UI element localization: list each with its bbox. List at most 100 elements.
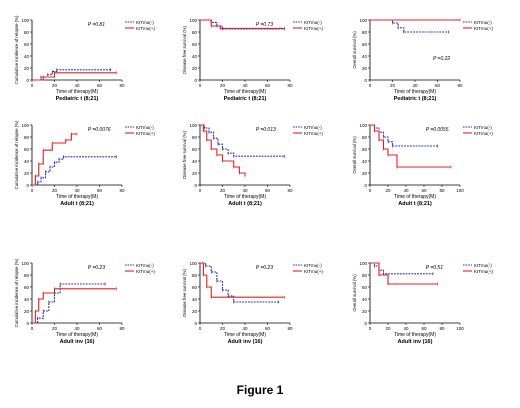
- y-tick-label: 80: [362, 273, 368, 278]
- x-tick-label: 20: [220, 188, 226, 193]
- x-tick-label: 60: [421, 188, 427, 193]
- x-tick-label: 20: [385, 326, 391, 331]
- chart-panel-8: 0 20 40 60 80 100 0 20 40 60 80 Time of therapy(M)A…: [182, 261, 323, 345]
- y-tick-label: 100: [21, 18, 29, 23]
- x-axis-label: Time of therapy(M): [56, 332, 98, 338]
- y-tick-label: 60: [362, 147, 368, 152]
- p-value-label: P =0.0055: [426, 127, 449, 133]
- x-tick-label: 60: [265, 188, 271, 193]
- x-tick-label: 20: [52, 188, 58, 193]
- legend-label: KITmu(+): [136, 26, 155, 31]
- y-tick-label: 60: [192, 42, 198, 47]
- x-tick-label: 20: [385, 188, 391, 193]
- x-tick-label: 40: [74, 188, 80, 193]
- series-line-kitmu-neg: [200, 262, 279, 303]
- x-tick-label: 60: [97, 188, 103, 193]
- legend-label: KITmu(-): [474, 263, 492, 268]
- y-tick-label: 20: [362, 66, 368, 71]
- legend-label: KITmu(-): [304, 20, 322, 25]
- y-tick-label: 40: [362, 297, 368, 302]
- series-line-kitmu-neg: [370, 19, 449, 33]
- series-line-kitmu-pos: [32, 133, 77, 186]
- y-tick-label: 40: [362, 159, 368, 164]
- series-line-kitmu-neg: [32, 69, 111, 81]
- x-tick-label: 100: [456, 326, 464, 331]
- y-tick-label: 0: [364, 78, 367, 83]
- chart-panel-9: 0 20 40 60 80 100 0 20 40 60 80 100 Time of therapy(…: [352, 261, 493, 345]
- legend-label: KITmu(-): [304, 125, 322, 130]
- x-tick-label: 20: [390, 83, 396, 88]
- y-axis-label: Cumulative incidence of relapse (%): [14, 120, 19, 189]
- y-tick-label: 20: [24, 66, 30, 71]
- y-tick-label: 80: [192, 273, 198, 278]
- x-tick-label: 0: [369, 188, 372, 193]
- x-tick-label: 80: [287, 83, 293, 88]
- y-tick-label: 0: [26, 321, 29, 326]
- legend-label: KITmu(-): [136, 263, 154, 268]
- y-tick-label: 40: [24, 159, 30, 164]
- y-tick-label: 0: [26, 183, 29, 188]
- p-value-label: P =0.0076: [88, 127, 111, 133]
- x-axis-label: Time of therapy(M): [394, 89, 436, 95]
- chart-panel-4: 0 20 40 60 80 100 0 20 40 60 80 Time of therapy(M)A…: [14, 120, 155, 207]
- y-tick-label: 40: [24, 54, 30, 59]
- x-tick-label: 40: [242, 83, 248, 88]
- legend-label: KITmu(+): [304, 131, 323, 136]
- panel-subtitle: Pediatric t (8;21): [224, 96, 267, 102]
- x-axis-label: Time of therapy(M): [394, 194, 436, 200]
- y-tick-label: 60: [192, 147, 198, 152]
- panel-subtitle: Adult t (8;21): [398, 201, 432, 207]
- legend-label: KITmu(+): [304, 26, 323, 31]
- x-tick-label: 40: [403, 188, 409, 193]
- y-axis-label: Disease free survival (%): [182, 26, 187, 74]
- y-tick-label: 100: [359, 18, 367, 23]
- y-tick-label: 80: [362, 30, 368, 35]
- y-axis-label: Cumulative incidence of relapse (%): [14, 258, 19, 327]
- y-axis-label: Cumulative incidence of relapse (%): [14, 15, 19, 84]
- y-tick-label: 20: [362, 309, 368, 314]
- panel-subtitle: Adult inv (16): [60, 339, 95, 345]
- p-value-label: P =0.23: [256, 265, 273, 271]
- x-tick-label: 0: [369, 326, 372, 331]
- y-tick-label: 40: [192, 159, 198, 164]
- p-value-label: P =0.81: [88, 22, 105, 28]
- x-tick-label: 20: [52, 83, 58, 88]
- legend-label: KITmu(-): [304, 263, 322, 268]
- x-tick-label: 40: [242, 188, 248, 193]
- x-tick-label: 80: [119, 83, 125, 88]
- y-tick-label: 100: [189, 18, 197, 23]
- y-tick-label: 80: [192, 135, 198, 140]
- y-tick-label: 40: [192, 297, 198, 302]
- x-tick-label: 20: [220, 326, 226, 331]
- y-tick-label: 0: [194, 321, 197, 326]
- series-line-kitmu-neg: [200, 124, 285, 157]
- y-axis-label: Overall survival (%): [352, 31, 357, 69]
- y-tick-label: 80: [24, 273, 30, 278]
- y-tick-label: 20: [24, 171, 30, 176]
- panel-subtitle: Pediatric t (8;21): [56, 96, 99, 102]
- y-tick-label: 0: [364, 183, 367, 188]
- x-tick-label: 60: [265, 326, 271, 331]
- series-line-kitmu-neg: [32, 156, 117, 186]
- legend-label: KITmu(-): [136, 20, 154, 25]
- series-line-kitmu-neg: [32, 283, 106, 324]
- panel-subtitle: Adult t (8;21): [60, 201, 94, 207]
- x-axis-label: Time of therapy(M): [394, 332, 436, 338]
- y-tick-label: 80: [362, 135, 368, 140]
- y-tick-label: 100: [359, 123, 367, 128]
- series-line-kitmu-pos: [370, 262, 438, 285]
- x-axis-label: Time of therapy(M): [224, 194, 266, 200]
- legend-label: KITmu(+): [304, 269, 323, 274]
- y-tick-label: 60: [24, 147, 30, 152]
- x-tick-label: 80: [119, 188, 125, 193]
- legend-label: KITmu(+): [136, 269, 155, 274]
- x-tick-label: 40: [74, 83, 80, 88]
- y-tick-label: 100: [359, 261, 367, 266]
- x-tick-label: 60: [97, 326, 103, 331]
- x-tick-label: 0: [199, 188, 202, 193]
- y-tick-label: 100: [189, 123, 197, 128]
- x-axis-label: Time of therapy(M): [56, 89, 98, 95]
